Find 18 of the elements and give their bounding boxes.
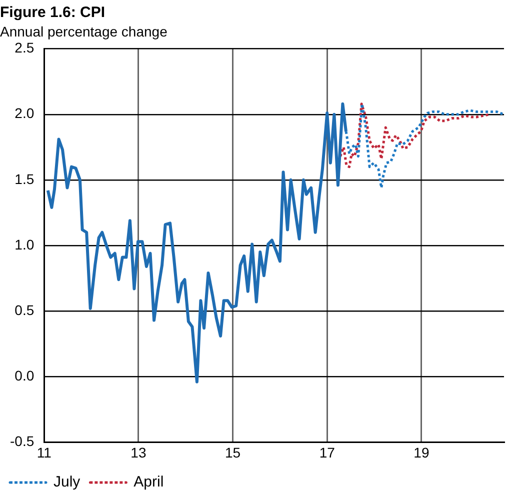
chart-subtitle: Annual percentage change — [0, 23, 168, 40]
y-tick-label: 1.5 — [14, 170, 34, 187]
line-series — [339, 102, 492, 168]
y-tick-label: 2.5 — [14, 40, 34, 56]
x-tick-label: 17 — [319, 444, 336, 460]
y-tick-label: 1.0 — [14, 236, 34, 252]
y-tick-label: 2.0 — [14, 105, 34, 122]
y-tick-label: 0.5 — [14, 302, 34, 318]
x-tick-label: 11 — [36, 444, 52, 460]
y-tick-label: -0.5 — [10, 433, 34, 450]
legend-label: July — [54, 474, 81, 491]
x-tick-label: 15 — [225, 444, 241, 460]
x-tick-label: 19 — [414, 444, 430, 460]
chart-title: Figure 1.6: CPI — [0, 4, 106, 22]
x-tick-label: 13 — [130, 444, 146, 460]
y-tick-label: 0.0 — [14, 367, 34, 384]
legend-label: April — [134, 474, 164, 491]
line-series — [344, 102, 504, 190]
